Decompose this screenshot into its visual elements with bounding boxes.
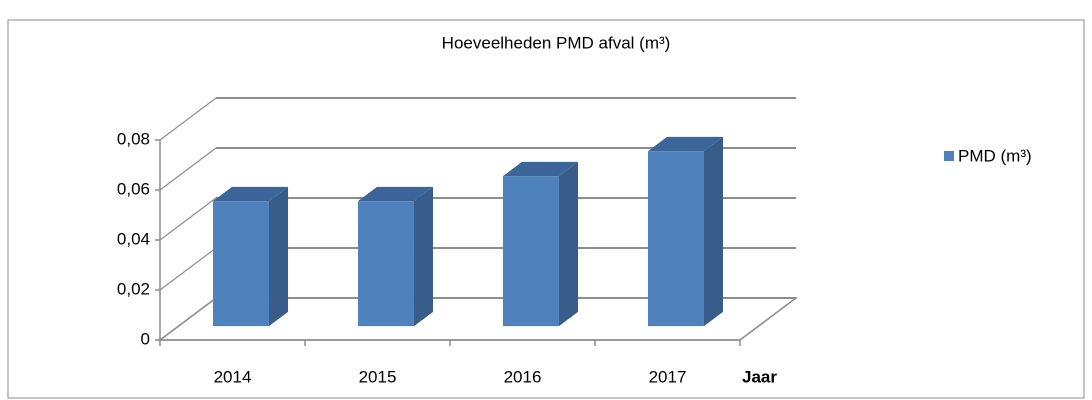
bar bbox=[502, 176, 559, 327]
y-tick-label: 0,02 bbox=[117, 279, 150, 298]
bar-top bbox=[212, 186, 289, 202]
x-tick-label: 2017 bbox=[649, 367, 687, 386]
bar-side bbox=[268, 186, 289, 327]
grid-line-side bbox=[159, 97, 217, 141]
bar-side bbox=[413, 186, 434, 327]
x-axis-title: Jaar bbox=[742, 367, 777, 386]
legend-swatch bbox=[944, 151, 954, 161]
grid-line-side bbox=[159, 197, 217, 241]
x-tick-label: 2015 bbox=[359, 367, 397, 386]
bar-top bbox=[502, 161, 579, 177]
chart-title: Hoeveelheden PMD afval (m³) bbox=[442, 33, 671, 52]
grid-line-side bbox=[159, 247, 217, 291]
x-tick-label: 2016 bbox=[504, 367, 542, 386]
grid-line-side bbox=[159, 147, 217, 191]
bar-side bbox=[558, 161, 579, 327]
bar-top bbox=[357, 186, 434, 202]
bar bbox=[212, 201, 269, 327]
y-tick-label: 0 bbox=[141, 329, 150, 348]
bar-top bbox=[647, 136, 724, 152]
bar bbox=[647, 151, 704, 327]
y-tick-label: 0,04 bbox=[117, 229, 150, 248]
grid-line-side bbox=[159, 297, 217, 341]
bar-side bbox=[703, 136, 724, 327]
x-tick-label: 2014 bbox=[214, 367, 252, 386]
legend-label: PMD (m³) bbox=[958, 146, 1032, 165]
y-tick-label: 0,06 bbox=[117, 179, 150, 198]
y-tick-label: 0,08 bbox=[117, 129, 150, 148]
bar bbox=[357, 201, 414, 327]
